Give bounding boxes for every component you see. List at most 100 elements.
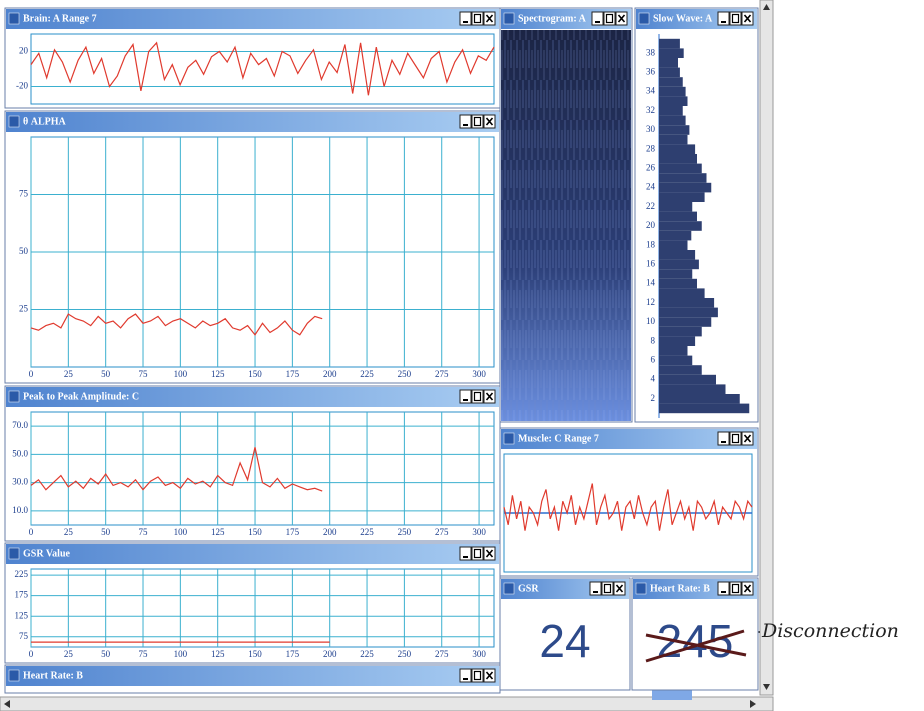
close-button[interactable] [484, 669, 495, 682]
window-title: Heart Rate: B [23, 670, 83, 681]
window-icon [9, 13, 19, 24]
minimize-button[interactable] [460, 12, 471, 25]
minimize-box [460, 390, 471, 403]
minimize-box [718, 432, 729, 445]
minimize-button[interactable] [460, 669, 471, 682]
minimize-button[interactable] [718, 12, 729, 25]
minimize-box [718, 582, 729, 595]
title-bar [6, 112, 499, 132]
window-title: GSR Value [23, 548, 71, 559]
maximize-button[interactable] [472, 669, 483, 682]
maximize-button[interactable] [472, 115, 483, 128]
y-tick-label: 38 [646, 47, 656, 57]
minimize-button[interactable] [592, 12, 603, 25]
plot-area [31, 569, 494, 647]
spectrogram-texture [501, 30, 631, 421]
minimize-button[interactable] [460, 115, 471, 128]
x-tick-label: 250 [398, 527, 412, 537]
maximize-button[interactable] [472, 12, 483, 25]
bar [659, 135, 688, 145]
maximize-button[interactable] [730, 432, 741, 445]
maximize-button[interactable] [472, 547, 483, 560]
bar [659, 308, 718, 318]
maximize-button[interactable] [730, 12, 741, 25]
bar [659, 375, 716, 385]
readout-value: 245 [657, 615, 734, 667]
x-tick-label: 0 [29, 649, 34, 659]
y-tick-label: 30 [646, 124, 656, 134]
maximize-button[interactable] [604, 12, 615, 25]
minimize-button[interactable] [590, 582, 601, 595]
maximize-button[interactable] [730, 582, 741, 595]
x-tick-label: 250 [398, 369, 412, 379]
x-tick-label: 100 [174, 369, 188, 379]
window-title: Heart Rate: B [650, 583, 710, 594]
y-tick-label: 10 [646, 316, 656, 326]
bar [659, 240, 688, 250]
window-icon [504, 13, 514, 24]
vertical-scrollbar[interactable] [760, 0, 773, 695]
y-tick-label: 6 [651, 354, 656, 364]
bar [659, 336, 695, 346]
bar [659, 192, 705, 202]
minimize-button[interactable] [460, 547, 471, 560]
bar [659, 279, 697, 289]
close-button[interactable] [742, 12, 753, 25]
bar [659, 327, 702, 337]
window-title: Spectrogram: A [518, 13, 587, 24]
bar [659, 48, 684, 58]
x-tick-label: 150 [248, 527, 262, 537]
bar [659, 288, 705, 298]
x-tick-label: 0 [29, 369, 34, 379]
bar [659, 356, 692, 366]
bar [659, 87, 686, 97]
minimize-button[interactable] [460, 390, 471, 403]
minimize-box [590, 582, 601, 595]
y-tick-label: -20 [16, 81, 28, 91]
close-button[interactable] [484, 115, 495, 128]
bar [659, 106, 683, 116]
maximize-button[interactable] [472, 390, 483, 403]
x-tick-label: 150 [248, 369, 262, 379]
window-icon [9, 670, 19, 681]
y-tick-label: 16 [646, 258, 656, 268]
x-tick-label: 300 [472, 649, 486, 659]
plot-area [31, 34, 494, 104]
close-button[interactable] [614, 582, 625, 595]
close-button[interactable] [484, 547, 495, 560]
bar [659, 183, 711, 193]
window-title: Muscle: C Range 7 [518, 433, 599, 444]
x-tick-label: 275 [435, 649, 449, 659]
close-button[interactable] [616, 12, 627, 25]
close-button[interactable] [484, 12, 495, 25]
x-tick-label: 50 [101, 369, 111, 379]
maximize-button[interactable] [602, 582, 613, 595]
close-button[interactable] [742, 432, 753, 445]
minimize-button[interactable] [718, 582, 729, 595]
y-tick-label: 4 [651, 374, 656, 384]
bar [659, 298, 714, 308]
panel-window: Heart Rate: B [5, 665, 500, 693]
window-title: Slow Wave: A [653, 13, 713, 24]
x-tick-label: 225 [360, 527, 374, 537]
y-tick-label: 50 [19, 246, 29, 256]
bar [659, 365, 702, 375]
x-tick-label: 200 [323, 527, 337, 537]
x-tick-label: 100 [174, 527, 188, 537]
close-button[interactable] [484, 390, 495, 403]
bar [659, 384, 726, 394]
y-tick-label: 18 [646, 239, 656, 249]
minimize-box [460, 547, 471, 560]
bar [659, 77, 683, 87]
close-button[interactable] [742, 582, 753, 595]
window-title: GSR [518, 583, 539, 594]
minimize-box [592, 12, 603, 25]
bar [659, 164, 702, 174]
y-tick-label: 25 [19, 304, 29, 314]
window-title: Brain: A Range 7 [23, 13, 97, 24]
window-icon [9, 391, 19, 402]
x-tick-label: 225 [360, 369, 374, 379]
minimize-button[interactable] [718, 432, 729, 445]
bar [659, 346, 688, 356]
y-tick-label: 12 [646, 297, 655, 307]
